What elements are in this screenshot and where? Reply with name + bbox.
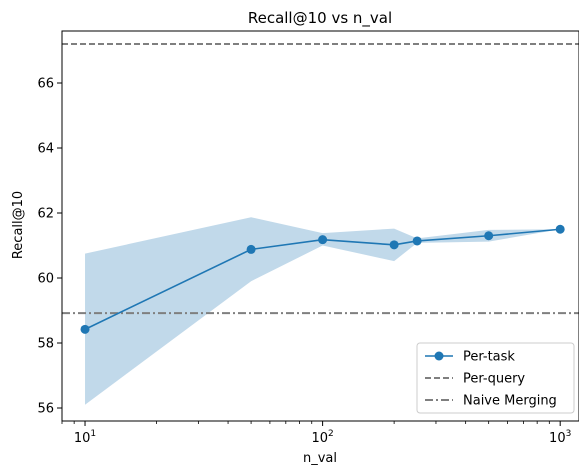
y-tick-label: 62 [37,207,54,222]
x-tick-label: 101 [74,429,96,446]
x-axis-title: n_val [303,451,337,466]
plot-frame [61,30,579,422]
legend-label: Per-query [463,372,525,387]
y-tick-label: 66 [37,77,54,92]
x-tick-label: 103 [549,429,571,446]
legend-label: Naive Merging [463,394,557,409]
y-tick-label: 56 [37,402,54,417]
data-point [555,224,565,234]
y-axis-title: Recall@10 [11,191,26,259]
data-point [412,236,422,246]
legend: Per-task Per-query Naive Merging [416,342,575,414]
data-point [318,235,328,245]
data-point [80,324,90,334]
y-tick-label: 60 [37,272,54,287]
data-point [246,244,256,254]
confidence-band-0 [85,217,561,405]
y-axis-ticks: 56 58 60 62 64 66 [37,77,62,417]
x-tick-label: 102 [311,429,333,446]
reference-lines-layer [62,43,579,315]
data-point [389,240,399,250]
y-tick-label: 64 [37,142,54,157]
chart-title: Recall@10 vs n_val [248,9,392,28]
legend-marker [434,351,444,361]
confidence-band-layer [85,217,561,405]
legend-label: Per-task [463,350,515,365]
legend-box [416,342,575,414]
y-tick-label: 58 [37,337,54,352]
series-layer [80,224,565,334]
x-axis-ticks: 101 102 103 [61,421,571,446]
data-point [484,231,494,241]
